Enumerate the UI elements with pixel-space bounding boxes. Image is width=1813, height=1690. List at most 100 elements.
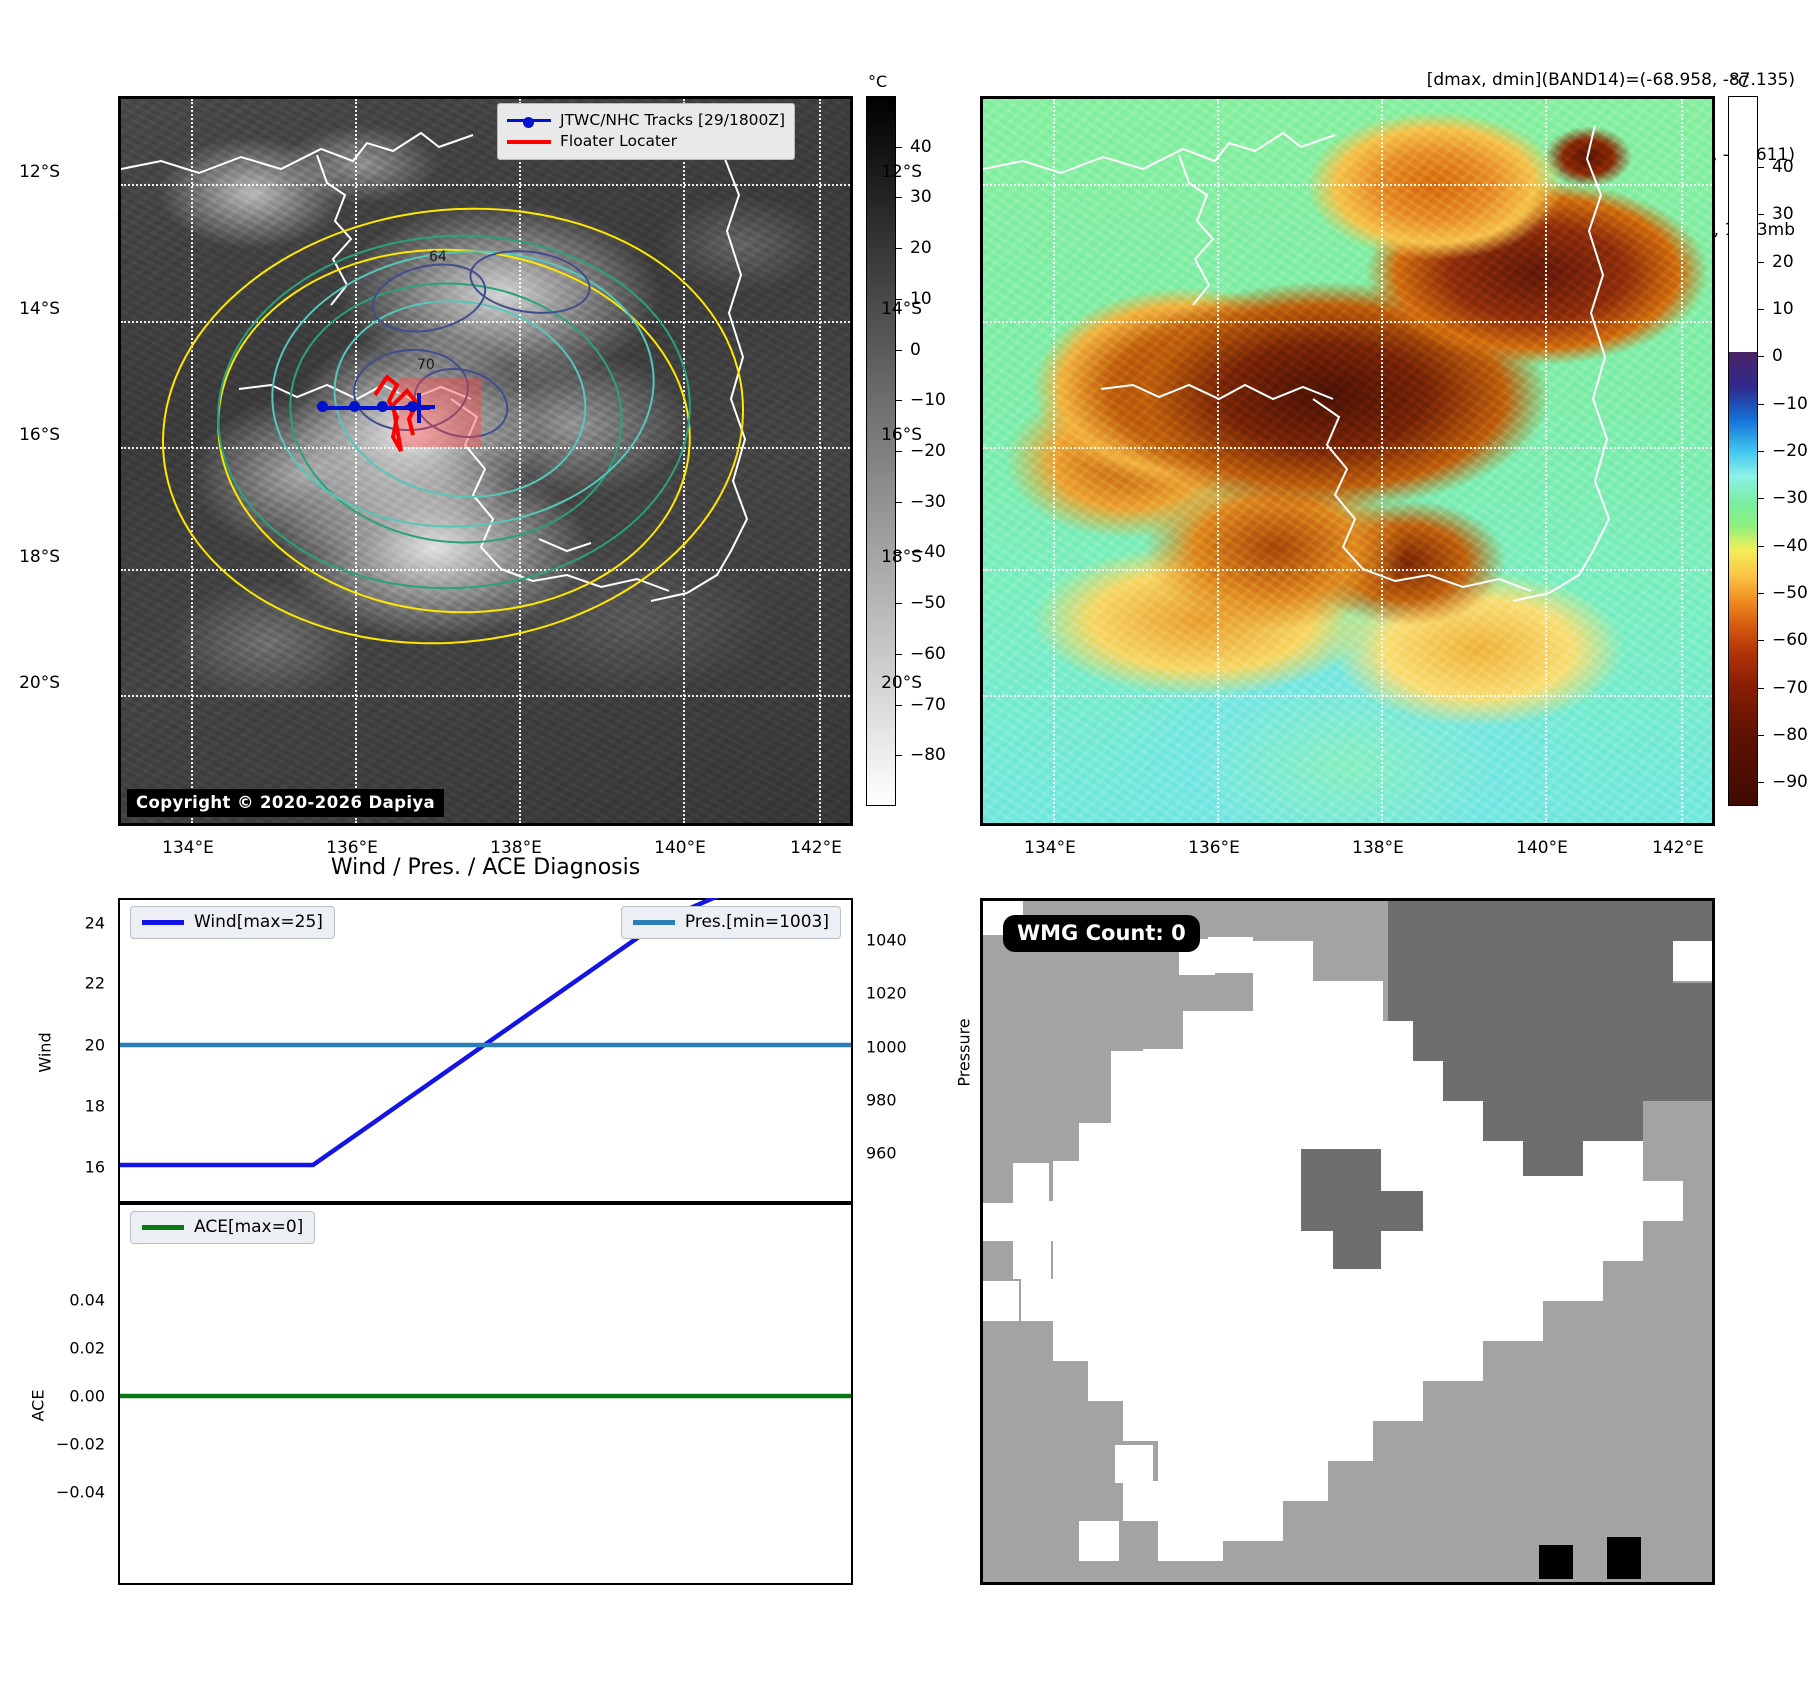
color-colorbar-tick: −90 — [1772, 772, 1808, 793]
diagnosis-title: Wind / Pres. / ACE Diagnosis — [330, 855, 641, 880]
pressure-legend-label: Pres.[min=1003] — [684, 912, 829, 932]
pres-tick-1000: 1000 — [866, 1037, 907, 1057]
color-colorbar-tickmark — [1758, 309, 1764, 310]
sat1-lon-134: 134°E — [162, 838, 214, 858]
track-marker-cross — [405, 393, 435, 423]
sat2-lon-138: 138°E — [1352, 838, 1404, 858]
wind-legend[interactable]: Wind[max=25] — [130, 906, 335, 939]
wind-series-line — [120, 898, 720, 1168]
wind-legend-label: Wind[max=25] — [194, 912, 323, 932]
gray-colorbar-tick: 30 — [910, 187, 932, 208]
pressure-legend[interactable]: Pres.[min=1003] — [620, 906, 841, 939]
ace-line-icon — [142, 1224, 184, 1230]
ace-legend[interactable]: ACE[max=0] — [130, 1211, 316, 1244]
legend-row-floater: Floater Locater — [507, 131, 785, 152]
satellite-band14-panel[interactable]: 64 70 JTWC/NHC Tracks [29/1800Z] Floater… — [118, 96, 853, 826]
grid-lat-20 — [121, 695, 850, 697]
gray-colorbar-tickmark — [896, 400, 902, 402]
sat2-lat-20: 20°S — [881, 673, 922, 693]
ace-tick-002: 0.02 — [69, 1338, 105, 1358]
gray-colorbar-tickmark — [896, 704, 902, 706]
sat2-lat-18: 18°S — [881, 547, 922, 567]
sat1-lat-14: 14°S — [19, 299, 60, 319]
wmg-panel[interactable]: WMG Count: 0 — [980, 898, 1715, 1585]
color-colorbar-tickmark — [1758, 782, 1764, 784]
sat2-lon-134: 134°E — [1024, 838, 1076, 858]
colorbar-unit-gray: °C — [868, 72, 888, 91]
contour-label-70: 70 — [417, 357, 435, 373]
gray-colorbar-tickmark — [896, 552, 902, 554]
color-colorbar-tickmark — [1758, 356, 1764, 358]
color-colorbar-tick: −40 — [1772, 535, 1808, 556]
sat1-lat-18: 18°S — [19, 547, 60, 567]
grid-lon-138 — [519, 99, 521, 823]
sat2-lat-16: 16°S — [881, 425, 922, 445]
gray-colorbar-tick: −20 — [910, 441, 946, 461]
ace-line — [120, 1393, 851, 1399]
grid2-lat-14 — [983, 321, 1712, 323]
colorbar-gradient-color — [1728, 96, 1758, 806]
grid-lat-12 — [121, 184, 850, 186]
color-colorbar-tick: −10 — [1772, 393, 1808, 414]
wind-pressure-lines — [120, 898, 851, 1168]
gray-colorbar-tickmark — [896, 653, 902, 655]
floater-line-icon — [507, 139, 551, 144]
satellite-legend[interactable]: JTWC/NHC Tracks [29/1800Z] Floater Locat… — [497, 103, 796, 160]
satellite-awv-panel[interactable] — [980, 96, 1715, 826]
color-colorbar-tickmark — [1758, 735, 1764, 736]
color-colorbar-tick: −80 — [1772, 725, 1808, 745]
grid2-lat-20 — [983, 695, 1712, 697]
grid2-lon-134 — [1053, 99, 1055, 823]
pres-tick-1040: 1040 — [866, 930, 907, 950]
wind-tick-16: 16 — [84, 1157, 105, 1177]
floater-locater-track — [373, 374, 420, 452]
track-point-2 — [349, 401, 360, 412]
gray-colorbar-tick: 0 — [910, 339, 921, 360]
wind-tick-20: 20 — [84, 1035, 105, 1055]
color-colorbar-tick: 30 — [1772, 204, 1794, 225]
color-colorbar-tickmark — [1758, 261, 1764, 263]
grid2-lon-142 — [1681, 99, 1683, 823]
color-colorbar-tickmark — [1758, 214, 1764, 216]
color-colorbar-tickmark — [1758, 640, 1764, 642]
ace-axis-label: ACE — [28, 1389, 48, 1422]
legend-label-tracks: JTWC/NHC Tracks [29/1800Z] — [560, 111, 786, 129]
wind-pressure-chart[interactable]: Wind[max=25] Pres.[min=1003] — [118, 898, 853, 1203]
grid2-lon-140 — [1545, 99, 1547, 823]
wind-plot-area — [118, 898, 853, 1203]
sat1-lat-16: 16°S — [19, 425, 60, 445]
wind-line-icon — [142, 919, 184, 925]
gray-colorbar-tick: 40 — [910, 136, 932, 157]
gray-colorbar-tick: −40 — [910, 542, 946, 563]
sat1-lon-138: 138°E — [490, 838, 542, 858]
color-colorbar-tick: 0 — [1772, 346, 1783, 367]
color-colorbar-tickmark — [1758, 545, 1764, 547]
sat2-lat-12: 12°S — [881, 162, 922, 182]
grid2-lon-136 — [1217, 99, 1219, 823]
contour-label-64: 64 — [429, 249, 447, 265]
sat1-lat-20: 20°S — [19, 673, 60, 693]
gray-colorbar-tickmark — [896, 603, 902, 605]
pres-tick-960: 960 — [866, 1143, 897, 1163]
awv-imagery — [983, 99, 1712, 823]
sat1-lon-142: 142°E — [790, 838, 842, 858]
ace-chart[interactable]: ACE[max=0] — [118, 1203, 853, 1585]
gray-colorbar-tick: −10 — [910, 390, 946, 411]
grid-lat-18 — [121, 569, 850, 571]
color-colorbar-tickmark — [1758, 687, 1764, 689]
sat1-lon-136: 136°E — [326, 838, 378, 858]
dmax-dmin-band14: [dmax, dmin](BAND14)=(-68.958, -87.135) — [1426, 70, 1795, 90]
gray-colorbar-tickmark — [896, 349, 902, 351]
gray-colorbar-tick: 20 — [910, 238, 932, 259]
color-colorbar-tickmark — [1758, 498, 1764, 500]
legend-row-tracks: JTWC/NHC Tracks [29/1800Z] — [507, 110, 785, 131]
colorbar-gradient-gray — [866, 96, 896, 806]
ace-legend-label: ACE[max=0] — [194, 1217, 304, 1237]
gray-colorbar-tick: 10 — [910, 288, 932, 309]
wind-tick-24: 24 — [84, 913, 105, 933]
color-colorbar-tick: −30 — [1772, 488, 1808, 509]
pressure-axis-label: Pressure — [954, 1018, 974, 1087]
ace-tick-n002: −0.02 — [55, 1434, 105, 1454]
track-point-3 — [377, 401, 388, 412]
grid-lat-14 — [121, 321, 850, 323]
